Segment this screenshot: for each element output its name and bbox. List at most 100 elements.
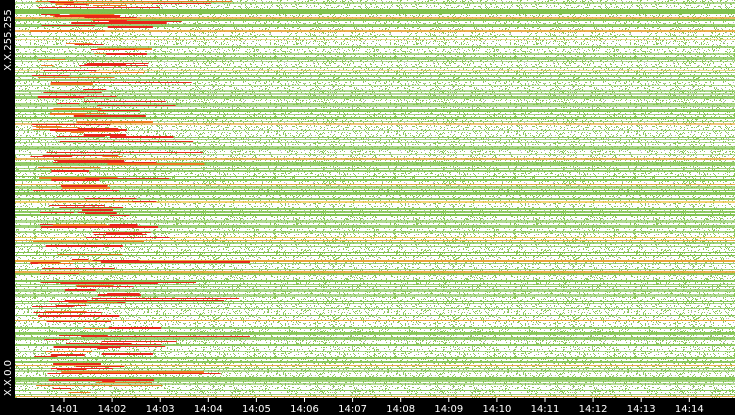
band [15,26,735,27]
streak [41,25,95,26]
x-tick-label: 14:13 [627,404,656,415]
streak [57,254,123,255]
streak [39,177,118,179]
streak [97,348,108,349]
band [15,379,735,382]
x-tick-label: 14:02 [98,404,127,415]
streak [37,315,120,317]
streak [63,141,126,142]
streak [79,65,148,66]
band [15,168,735,169]
streak [109,215,130,216]
streak [38,59,66,60]
streak [35,1,52,2]
streak [91,298,240,299]
streak [68,300,225,301]
band [15,158,735,160]
streak [94,53,109,54]
streak [60,185,108,187]
streak [86,63,149,64]
streak [91,49,136,50]
x-tick-label: 14:04 [194,404,223,415]
band [15,9,735,11]
streak [65,43,93,44]
streak [55,131,120,132]
streak [50,82,192,83]
band [15,308,735,309]
x-tick-label: 14:09 [434,404,463,415]
band [15,332,735,334]
band [15,198,735,200]
streak [74,44,104,45]
streak [84,17,137,18]
band [15,61,735,62]
band [15,301,735,302]
band [15,57,735,60]
band [15,255,735,256]
band [15,246,735,247]
streak [33,241,144,242]
streak [53,363,101,365]
streak [92,260,140,261]
streak [106,53,147,55]
streak [39,212,74,213]
band [15,220,735,223]
streak [92,5,127,6]
streak [54,201,133,202]
band [15,351,735,352]
band [15,117,735,119]
streak [41,65,54,66]
streak [76,121,153,123]
streak [64,289,96,291]
streak [98,129,127,131]
streak [43,70,97,71]
band [15,19,735,21]
streak [36,127,80,128]
streak [70,188,103,189]
streak [44,339,70,340]
band [15,284,735,285]
band [15,211,735,213]
streak [78,346,91,347]
band [15,286,735,287]
streak [38,7,161,8]
streak [80,3,153,4]
streak [52,224,106,226]
streak [76,286,134,287]
streak [86,237,170,238]
band [15,154,735,155]
streak [71,259,89,260]
band [15,139,735,140]
band [15,72,735,73]
streak [101,353,153,355]
band [15,396,735,397]
band [15,70,735,71]
streak [97,110,140,111]
streak [56,369,87,370]
streak [61,371,204,373]
streak [68,302,118,303]
band [15,53,735,55]
streak [41,14,60,15]
streak [32,306,74,307]
streak [107,26,153,28]
band [15,271,735,274]
band [15,186,735,189]
streak [64,4,87,5]
band [15,109,735,112]
band [15,165,735,166]
streak [34,356,58,357]
band [15,280,735,282]
streak [40,282,197,283]
band [15,368,735,369]
streak [77,113,107,114]
streak [30,30,106,32]
streak [61,373,110,374]
streak [84,198,137,199]
streak [71,22,167,24]
band [15,123,735,125]
band [15,394,735,395]
streak [65,343,132,344]
streak [45,245,123,247]
streak [107,293,140,294]
